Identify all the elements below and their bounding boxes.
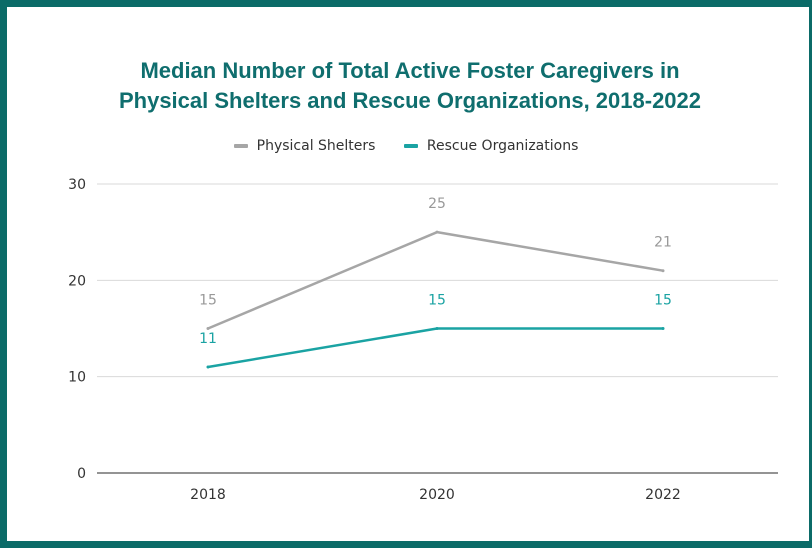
legend-label-physical-shelters: Physical Shelters: [256, 138, 376, 154]
legend-swatch-rescue-organizations: [403, 144, 418, 148]
chart-title: Median Number of Total Active Foster Car…: [40, 56, 780, 116]
data-label-rescue-organizations-2018: 11: [199, 331, 217, 347]
chart-title-line-2: Physical Shelters and Rescue Organizatio…: [118, 88, 702, 113]
data-point-rescue-organizations-2022: [661, 327, 665, 330]
y-tick-label-10: 10: [68, 370, 86, 386]
series-line-rescue-organizations: [206, 327, 665, 369]
y-tick-label-20: 20: [68, 273, 86, 289]
legend-item-physical-shelters: Physical Shelters: [233, 138, 376, 154]
data-point-physical-shelters-2022: [661, 269, 665, 273]
data-label-rescue-organizations-2020: 15: [428, 293, 446, 309]
data-point-rescue-organizations-2020: [435, 327, 439, 330]
data-label-physical-shelters-2020: 25: [428, 196, 446, 212]
y-tick-label-0: 0: [77, 466, 86, 482]
data-label-rescue-organizations-2022: 15: [654, 293, 672, 309]
chart-legend: Physical Shelters Rescue Organizations: [0, 136, 812, 154]
data-label-physical-shelters-2018: 15: [199, 293, 217, 309]
legend-item-rescue-organizations: Rescue Organizations: [403, 138, 579, 154]
data-point-rescue-organizations-2018: [206, 365, 210, 369]
data-point-physical-shelters-2020: [435, 230, 439, 234]
x-tick-label-2020: 2020: [419, 487, 455, 503]
legend-label-rescue-organizations: Rescue Organizations: [426, 138, 579, 154]
data-point-physical-shelters-2018: [206, 327, 210, 330]
y-tick-label-30: 30: [68, 177, 86, 193]
legend-swatch-physical-shelters: [233, 144, 248, 148]
x-tick-label-2022: 2022: [645, 487, 681, 503]
x-tick-label-2018: 2018: [190, 487, 226, 503]
chart-title-line-1: Median Number of Total Active Foster Car…: [140, 58, 680, 83]
data-label-physical-shelters-2022: 21: [654, 235, 672, 251]
